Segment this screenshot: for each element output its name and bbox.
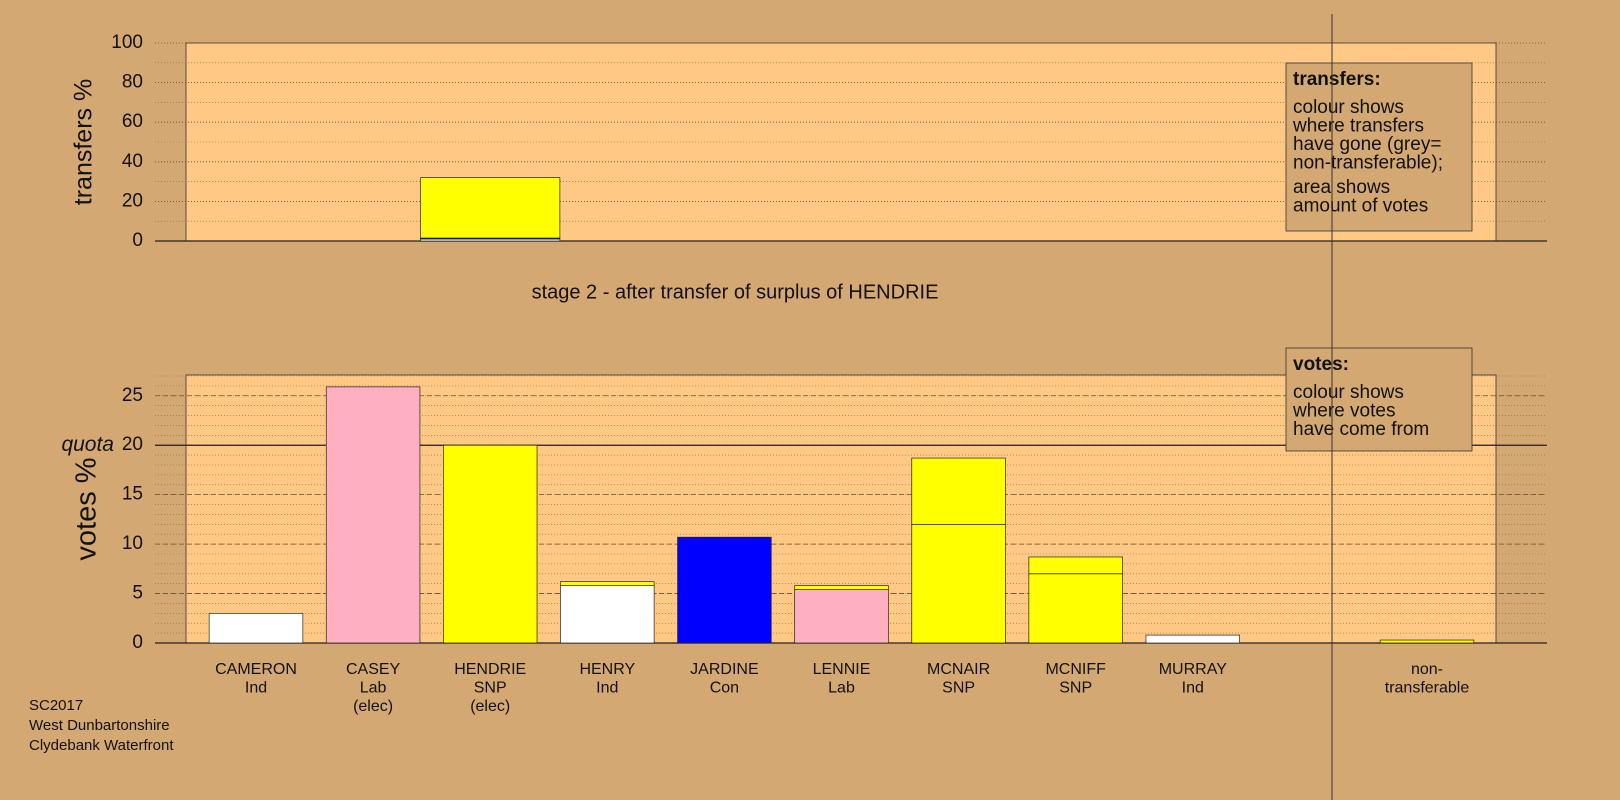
footer-text: Clydebank Waterfront <box>29 737 174 754</box>
bar-segment <box>560 581 655 586</box>
bar-segment <box>1379 639 1475 644</box>
x-tick-label: JARDINE <box>690 661 758 678</box>
x-tick-label: Ind <box>1182 680 1204 697</box>
x-tick-label: LENNIE <box>813 661 871 678</box>
legend-text: where transfers <box>1292 116 1424 137</box>
x-tick-label: Lab <box>360 680 387 697</box>
x-tick-label: Ind <box>596 680 618 697</box>
legend-text: have come from <box>1293 419 1429 440</box>
y-axis-label: votes % <box>71 457 103 560</box>
y-tick-label: 60 <box>122 111 143 132</box>
legend-heading: transfers: <box>1293 69 1381 90</box>
bar-segment <box>1028 573 1123 644</box>
legend-text: colour shows <box>1293 382 1404 403</box>
legend-text: area shows <box>1293 177 1390 198</box>
bar-segment <box>325 386 421 644</box>
y-tick-label: 0 <box>132 632 143 653</box>
x-tick-label: HENRY <box>579 661 635 678</box>
x-tick-label: SNP <box>942 680 975 697</box>
bar-segment <box>420 177 561 239</box>
bar-segment <box>560 585 655 644</box>
bar-segment <box>677 536 772 644</box>
y-tick-label: 5 <box>132 583 143 604</box>
bar-segment <box>1028 556 1123 575</box>
bar-segment <box>443 444 538 644</box>
y-tick-label: 20 <box>122 434 143 455</box>
y-tick-label: 100 <box>111 32 143 53</box>
legend-heading: votes: <box>1293 354 1349 375</box>
x-tick-label: MCNIFF <box>1045 661 1106 678</box>
legend-box <box>1285 347 1473 452</box>
x-tick-label: MURRAY <box>1159 661 1227 678</box>
x-tick-label: transferable <box>1385 680 1470 697</box>
x-tick-label: SNP <box>1059 680 1092 697</box>
footer-text: West Dunbartonshire <box>29 717 170 734</box>
legend-text: amount of votes <box>1293 196 1428 217</box>
legend-box <box>1285 62 1473 232</box>
x-tick-label: Ind <box>245 680 267 697</box>
legend-text: non-transferable); <box>1293 153 1443 174</box>
x-tick-label: HENDRIE <box>454 661 526 678</box>
bar-segment <box>794 589 889 644</box>
legend-text: where votes <box>1292 401 1395 422</box>
x-tick-label: CAMERON <box>215 661 297 678</box>
x-tick-label: CASEY <box>346 661 401 678</box>
x-tick-label: Con <box>710 680 739 697</box>
y-tick-label: 20 <box>122 190 143 211</box>
bar-segment <box>208 612 304 644</box>
x-tick-label: (elec) <box>353 698 393 715</box>
legend-text: colour shows <box>1293 97 1404 118</box>
x-tick-label: SNP <box>474 680 507 697</box>
y-axis-label: transfers % <box>70 79 98 205</box>
x-tick-label: (elec) <box>470 698 510 715</box>
quota-label: quota <box>61 433 114 456</box>
bar-segment <box>1145 634 1240 644</box>
bar-segment <box>794 585 889 590</box>
y-tick-label: 40 <box>122 151 143 172</box>
x-tick-label: MCNAIR <box>927 661 990 678</box>
legend-text: have gone (grey= <box>1293 134 1441 155</box>
bar-segment <box>911 457 1006 525</box>
x-tick-label: non- <box>1411 661 1443 678</box>
subtitle: stage 2 - after transfer of surplus of H… <box>532 281 939 303</box>
x-tick-label: Lab <box>828 680 855 697</box>
y-tick-label: 80 <box>122 72 143 93</box>
bar-segment <box>911 523 1006 644</box>
footer-text: SC2017 <box>29 697 83 714</box>
y-tick-label: 25 <box>122 385 143 406</box>
y-tick-label: 10 <box>122 533 143 554</box>
y-tick-label: 15 <box>122 484 143 505</box>
y-tick-label: 0 <box>132 230 143 251</box>
